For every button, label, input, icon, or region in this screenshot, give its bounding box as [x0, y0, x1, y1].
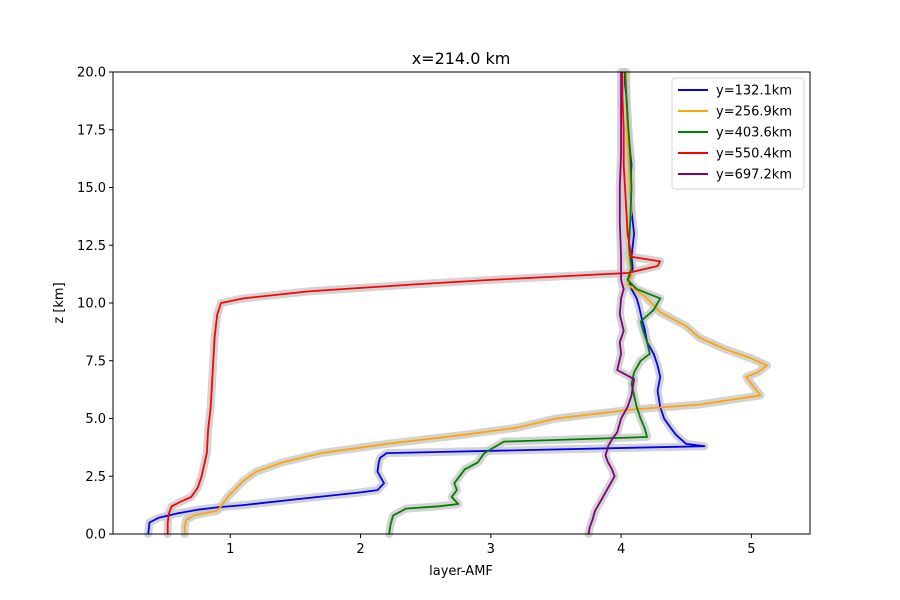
series-line-4	[587, 72, 635, 535]
y-tick-label: 15.0	[77, 181, 106, 196]
legend: y=132.1km y=256.9km y=403.6km y=550.4km y=69…	[671, 77, 805, 190]
y-axis-ticks: 0.0 2.5 5.0 7.5 10.0 12.5 15.0 17.5 20.0	[77, 66, 113, 543]
x-tick-label: 4	[617, 542, 625, 557]
x-tick-label: 3	[487, 542, 495, 557]
legend-label-3: y=550.4km	[716, 147, 792, 162]
legend-box	[671, 77, 805, 190]
y-tick-label: 12.5	[77, 239, 106, 254]
x-tick-label: 2	[356, 542, 364, 557]
x-tick-label: 1	[226, 542, 234, 557]
y-tick-label: 0.0	[85, 528, 106, 543]
y-tick-label: 2.5	[85, 470, 106, 485]
legend-label-0: y=132.1km	[716, 84, 792, 99]
y-tick-label: 10.0	[77, 297, 106, 312]
y-tick-label: 5.0	[85, 412, 106, 427]
series-line-1	[183, 72, 768, 534]
legend-label-2: y=403.6km	[716, 126, 792, 141]
y-tick-label: 7.5	[85, 354, 106, 369]
legend-label-4: y=697.2km	[716, 168, 792, 183]
series-lines	[147, 71, 768, 535]
x-axis-ticks: 1 2 3 4 5	[226, 534, 756, 557]
y-tick-label: 20.0	[77, 66, 106, 81]
x-tick-label: 5	[747, 542, 755, 557]
series-line-3	[166, 72, 662, 534]
y-tick-label: 17.5	[77, 123, 106, 138]
y-axis-label: z [km]	[52, 282, 67, 323]
chart-title: x=214.0 km	[412, 49, 511, 68]
x-axis-label: layer-AMF	[429, 564, 493, 579]
legend-label-1: y=256.9km	[716, 105, 792, 120]
